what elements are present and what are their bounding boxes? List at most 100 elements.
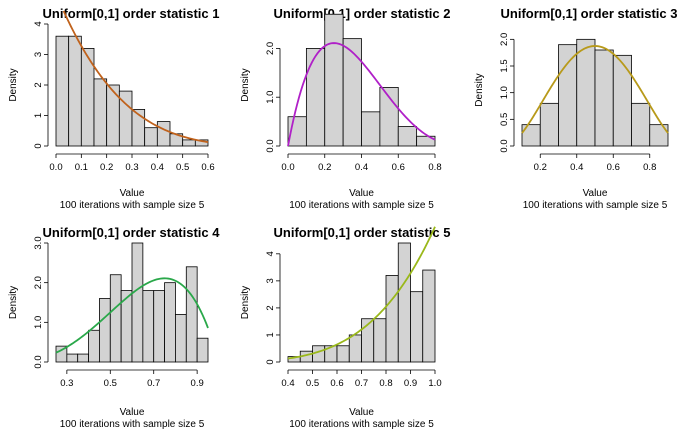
chart-panel-2: Uniform[0,1] order statistic 2 0.0 0.2 0.4 0…: [240, 6, 451, 211]
x-tick-label: 0.6: [607, 162, 620, 173]
histogram-bar: [348, 334, 362, 363]
y-tick-label: 1.5: [499, 59, 510, 72]
chart-panel-3: Uniform[0,1] order statistic 3 0.2 0.4 0.6 0…: [474, 6, 678, 211]
y-axis-label: Density: [240, 286, 251, 319]
y-tick-label: 4: [265, 251, 276, 256]
x-tick-label: 0.4: [355, 162, 368, 173]
histogram-bar: [397, 242, 411, 363]
histogram-bar: [416, 135, 436, 147]
histogram-bar: [521, 124, 541, 147]
histogram-bar: [164, 282, 176, 363]
x-axis-label: Value: [120, 188, 145, 199]
histogram-bar: [631, 102, 651, 147]
chart-panel-1: Uniform[0,1] order statistic 1 0.0 0.1 0.2 0…: [8, 6, 220, 211]
y-axis-label: Density: [474, 73, 485, 106]
histogram-bar: [142, 290, 155, 363]
y-tick-label: 4: [33, 21, 44, 26]
x-tick-label: 0.9: [404, 378, 417, 389]
x-tick-label: 0.1: [75, 162, 88, 173]
histogram-bar: [106, 84, 120, 147]
x-tick-label: 0.3: [125, 162, 138, 173]
histogram-bar: [93, 78, 108, 147]
histogram-bar: [194, 139, 209, 147]
y-tick-label: 3: [33, 52, 44, 57]
histogram-bar: [373, 318, 387, 363]
chart-subtitle: 100 iterations with sample size 5: [289, 200, 434, 211]
x-tick-label: 0.4: [281, 378, 294, 389]
histogram-bar: [385, 275, 399, 363]
histogram-bar: [131, 242, 144, 363]
x-tick-label: 0.9: [191, 378, 204, 389]
histogram-bar: [99, 298, 111, 363]
chart-subtitle: 100 iterations with sample size 5: [289, 419, 434, 430]
histogram-bar: [182, 139, 196, 147]
y-tick-label: 0.0: [499, 139, 510, 152]
histogram-bar: [612, 54, 632, 147]
x-tick-label: 0.6: [201, 162, 214, 173]
x-axis-label: Value: [583, 188, 608, 199]
x-tick-label: 0.0: [281, 162, 294, 173]
histogram-bar: [422, 269, 436, 363]
histogram-bar: [397, 126, 418, 147]
density-curve: [287, 226, 436, 360]
chart-subtitle: 100 iterations with sample size 5: [60, 200, 205, 211]
density-curve: [521, 45, 669, 134]
chart-subtitle: 100 iterations with sample size 5: [523, 200, 668, 211]
density-curve: [287, 42, 436, 147]
x-tick-label: 1.0: [428, 378, 441, 389]
chart-title: Uniform[0,1] order statistic 3: [501, 6, 678, 21]
histogram-bar: [336, 345, 350, 363]
x-tick-label: 0.8: [379, 378, 392, 389]
x-tick-label: 0.5: [104, 378, 117, 389]
y-tick-label: 0: [265, 359, 276, 364]
x-tick-label: 0.7: [355, 378, 368, 389]
x-tick-label: 0.5: [176, 162, 189, 173]
y-tick-label: 0: [33, 143, 44, 148]
x-tick-label: 0.0: [49, 162, 62, 173]
density-curve: [55, 277, 209, 354]
histogram-bar: [558, 44, 578, 147]
histogram-bar: [576, 38, 596, 147]
histogram-bar: [410, 291, 424, 363]
x-tick-label: 0.3: [60, 378, 73, 389]
chart-title: Uniform[0,1] order statistic 1: [43, 6, 220, 21]
y-tick-label: 1.0: [265, 91, 276, 104]
y-tick-label: 2: [265, 305, 276, 310]
x-tick-label: 0.6: [392, 162, 405, 173]
histogram-bar: [175, 313, 187, 363]
histogram-bar: [153, 290, 165, 363]
x-axis-label: Value: [349, 407, 374, 418]
x-tick-label: 0.4: [151, 162, 164, 173]
y-tick-label: 2.0: [33, 276, 44, 289]
chart-subtitle: 100 iterations with sample size 5: [60, 419, 205, 430]
x-axis-label: Value: [349, 188, 374, 199]
y-tick-label: 0.0: [265, 139, 276, 152]
histogram-bar: [185, 266, 198, 363]
x-tick-label: 0.8: [428, 162, 441, 173]
chart-title: Uniform[0,1] order statistic 4: [43, 225, 221, 240]
histogram-bar: [88, 329, 100, 363]
y-axis-label: Density: [8, 286, 19, 319]
histogram-bar: [109, 274, 122, 363]
histogram-bar: [594, 49, 614, 147]
histogram-bar: [305, 48, 326, 147]
chart-panel-4: Uniform[0,1] order statistic 4 0.3 0.5 0.7 0…: [8, 225, 220, 430]
density-curve: [62, 10, 209, 143]
histogram-bar: [66, 353, 79, 363]
y-tick-label: 0.5: [499, 113, 510, 126]
y-tick-label: 2: [33, 82, 44, 87]
y-tick-label: 3: [265, 278, 276, 283]
y-tick-label: 1: [265, 332, 276, 337]
chart-panel-5: Uniform[0,1] order statistic 5 0.4 0.5 0.6 0…: [240, 225, 451, 430]
y-axis-label: Density: [8, 68, 19, 101]
histogram-bar: [324, 13, 344, 147]
x-tick-label: 0.2: [534, 162, 547, 173]
x-tick-label: 0.8: [643, 162, 656, 173]
histogram-bar: [68, 35, 82, 147]
y-axis-label: Density: [240, 68, 251, 101]
x-tick-label: 0.4: [570, 162, 583, 173]
histogram-bar: [77, 353, 89, 363]
x-axis-label: Value: [120, 407, 145, 418]
histogram-bar: [649, 124, 669, 147]
